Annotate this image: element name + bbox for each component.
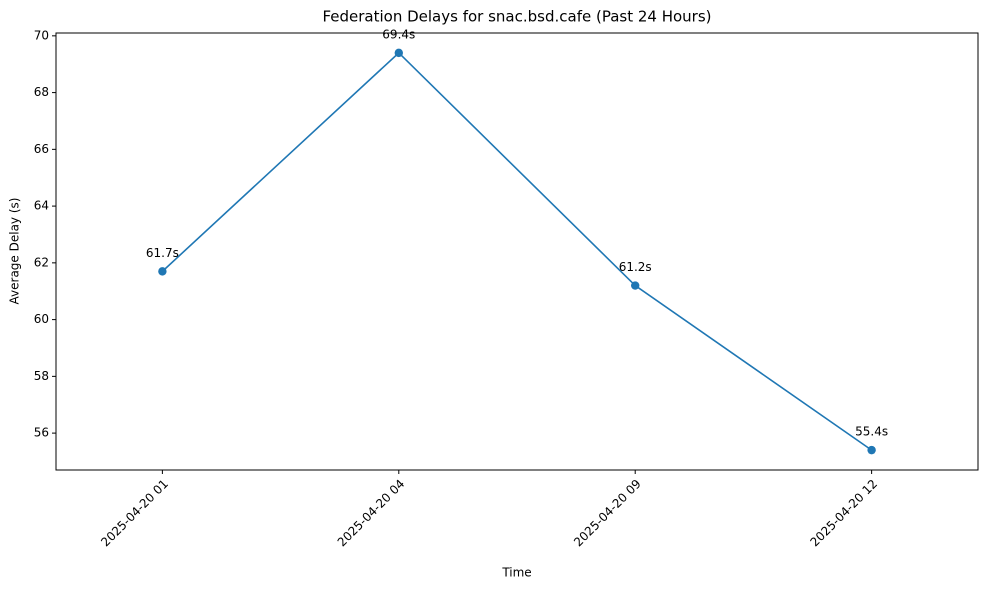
line (161, 51, 873, 451)
x-tick-label: 2025-04-20 04 (335, 477, 408, 550)
data-label: 55.4s (855, 425, 888, 439)
y-tick-label: 58 (34, 369, 49, 383)
point (631, 281, 640, 290)
plot-frame (55, 32, 979, 471)
y-axis-label: Average Delay (s) (8, 198, 22, 305)
x-tick-label: 2025-04-20 12 (808, 477, 881, 550)
chart-title: Federation Delays for snac.bsd.cafe (Pas… (322, 8, 711, 26)
y-tick-label: 66 (34, 142, 49, 156)
y-tick-label: 68 (34, 85, 49, 99)
point (394, 48, 403, 58)
x-tick-label: 2025-04-20 09 (571, 477, 644, 550)
y-tick-label: 60 (34, 312, 49, 326)
x-tick-label: 2025-04-20 01 (98, 477, 171, 550)
y-tick-label: 70 (34, 28, 49, 42)
point (867, 445, 876, 455)
data-label: 61.7s (146, 246, 179, 260)
data-label: 69.4s (382, 27, 415, 41)
point (158, 267, 167, 276)
y-tick-label: 62 (34, 255, 49, 269)
y-tick-label: 64 (34, 199, 49, 213)
y-tick-label: 56 (34, 426, 49, 440)
x-axis-label: Time (501, 566, 531, 580)
data-label: 61.2s (619, 260, 652, 274)
